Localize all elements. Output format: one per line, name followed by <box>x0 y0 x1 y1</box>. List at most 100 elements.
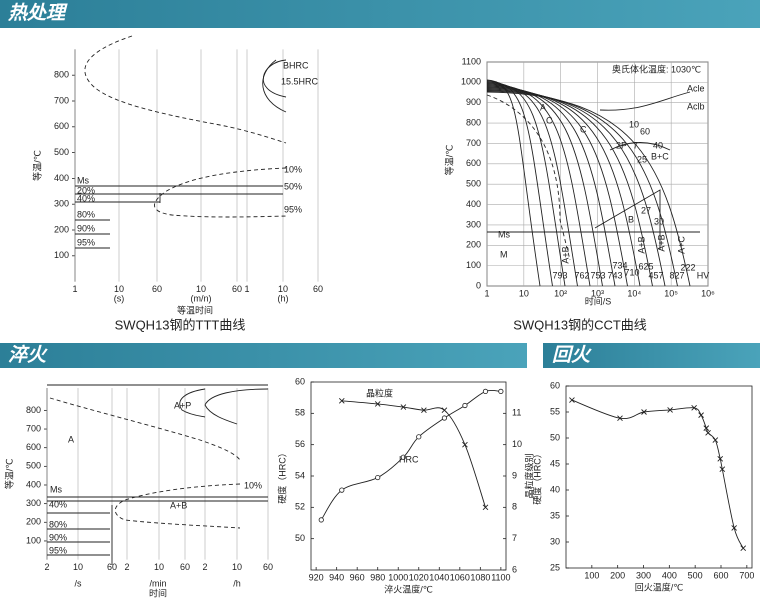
y-tick-label: 0 <box>476 280 481 290</box>
x-tick-label: 60 <box>232 284 242 294</box>
annotation: 95% <box>77 237 95 247</box>
y-tick-label: 600 <box>26 442 41 452</box>
y2-tick-label: 7 <box>512 533 517 543</box>
curve <box>154 167 287 218</box>
y-tick-label: 50 <box>550 432 560 442</box>
x-tick-label: 1 <box>484 288 489 298</box>
x-tick-label: 200 <box>610 570 625 580</box>
hardness-label: 222 <box>680 262 695 272</box>
annotation: BHRC <box>283 60 309 70</box>
y-tick-label: 100 <box>26 535 41 545</box>
x-tick-label: 1020 <box>409 572 429 582</box>
hardness-label: 793 <box>552 270 567 280</box>
chart-caption: SWQH13钢的CCT曲线 <box>513 317 647 332</box>
annotation: Acle <box>687 83 705 93</box>
y-axis-label: 硬度（HRC） <box>276 448 287 504</box>
x-tick-label: 60 <box>152 284 162 294</box>
x-tick-label: 60 <box>180 562 190 572</box>
marker <box>441 407 448 414</box>
banner <box>0 343 527 368</box>
x-tick-label: 10 <box>519 288 529 298</box>
banner <box>0 0 760 28</box>
x-unit-label: (h) <box>278 293 289 303</box>
y-tick-label: 54 <box>295 470 305 480</box>
annotation: 10% <box>244 480 262 490</box>
y-tick-label: 300 <box>54 199 69 209</box>
hardness-label: 743 <box>607 270 622 280</box>
x-tick-label: 10 <box>278 284 288 294</box>
y-tick-label: 500 <box>54 147 69 157</box>
marker <box>717 455 724 462</box>
x-axis-label: 时间 <box>149 587 167 598</box>
x-tick-label: 10⁵ <box>664 288 678 298</box>
marker <box>703 425 710 431</box>
marker <box>740 545 747 552</box>
series-label: HRC <box>399 454 419 464</box>
x-tick-label: 1040 <box>429 572 449 582</box>
annotation: 50% <box>284 181 302 191</box>
marker <box>719 466 726 473</box>
annotation: 15.5HRC <box>281 76 319 86</box>
y-axis-label: 等温/℃ <box>31 150 42 181</box>
annotation: 27 <box>641 205 651 215</box>
marker <box>705 429 711 436</box>
hardness-label: 827 <box>669 270 684 280</box>
x-tick-label: 960 <box>350 572 365 582</box>
x-tick-label: 920 <box>309 572 324 582</box>
x-tick-label: 300 <box>636 570 651 580</box>
curve <box>84 35 287 144</box>
annotation: Ms <box>498 229 510 239</box>
curve <box>204 388 269 425</box>
y-tick-label: 100 <box>466 260 481 270</box>
annotation: C <box>546 115 553 125</box>
y-tick-label: 52 <box>295 502 305 512</box>
curve <box>179 388 206 418</box>
x-tick-label: 980 <box>370 572 385 582</box>
hardness-label: 710 <box>624 267 639 277</box>
trend-line <box>571 399 744 549</box>
annotation: Ms <box>50 484 62 494</box>
curve <box>114 483 241 529</box>
annotation: A+B <box>636 236 646 253</box>
y-tick-label: 700 <box>26 423 41 433</box>
curve <box>609 142 671 151</box>
section-title: 淬火 <box>8 344 48 366</box>
marker <box>441 415 448 421</box>
marker <box>374 401 381 407</box>
y2-tick-label: 6 <box>512 564 517 574</box>
marker <box>641 409 647 415</box>
annotation: 40% <box>49 499 67 509</box>
y-tick-label: 700 <box>466 138 481 148</box>
marker <box>712 437 719 443</box>
annotation: 95% <box>284 204 302 214</box>
annotation: A+B <box>560 246 570 263</box>
x-tick-label: 60 <box>313 284 323 294</box>
y2-axis-label: 晶粒度级别 <box>523 453 534 498</box>
x-tick-label: 1060 <box>450 572 470 582</box>
marker <box>375 474 381 481</box>
marker <box>416 434 422 440</box>
x-tick-label: 10⁴ <box>627 288 641 298</box>
x-tick-label: 10 <box>154 562 164 572</box>
y-tick-label: 500 <box>26 461 41 471</box>
annotation: A <box>68 434 74 444</box>
y-tick-label: 45 <box>550 458 560 468</box>
y2-tick-label: 8 <box>512 502 517 512</box>
annotation: 奥氏体化温度: 1030℃ <box>612 63 701 74</box>
x-tick-label: 60 <box>107 562 117 572</box>
x-unit-label: /h <box>233 578 241 588</box>
curve <box>49 397 241 461</box>
y2-tick-label: 9 <box>512 470 517 480</box>
y-tick-label: 25 <box>550 562 560 572</box>
annotation: 90% <box>77 223 95 233</box>
x-tick-label: 2 <box>202 562 207 572</box>
marker <box>400 454 406 460</box>
y-tick-label: 100 <box>54 250 69 260</box>
marker <box>498 388 504 394</box>
x-tick-label: 1 <box>244 284 249 294</box>
marker <box>569 397 575 403</box>
annotation: A+C <box>676 236 686 254</box>
marker <box>421 407 427 414</box>
y-tick-label: 800 <box>26 405 41 415</box>
